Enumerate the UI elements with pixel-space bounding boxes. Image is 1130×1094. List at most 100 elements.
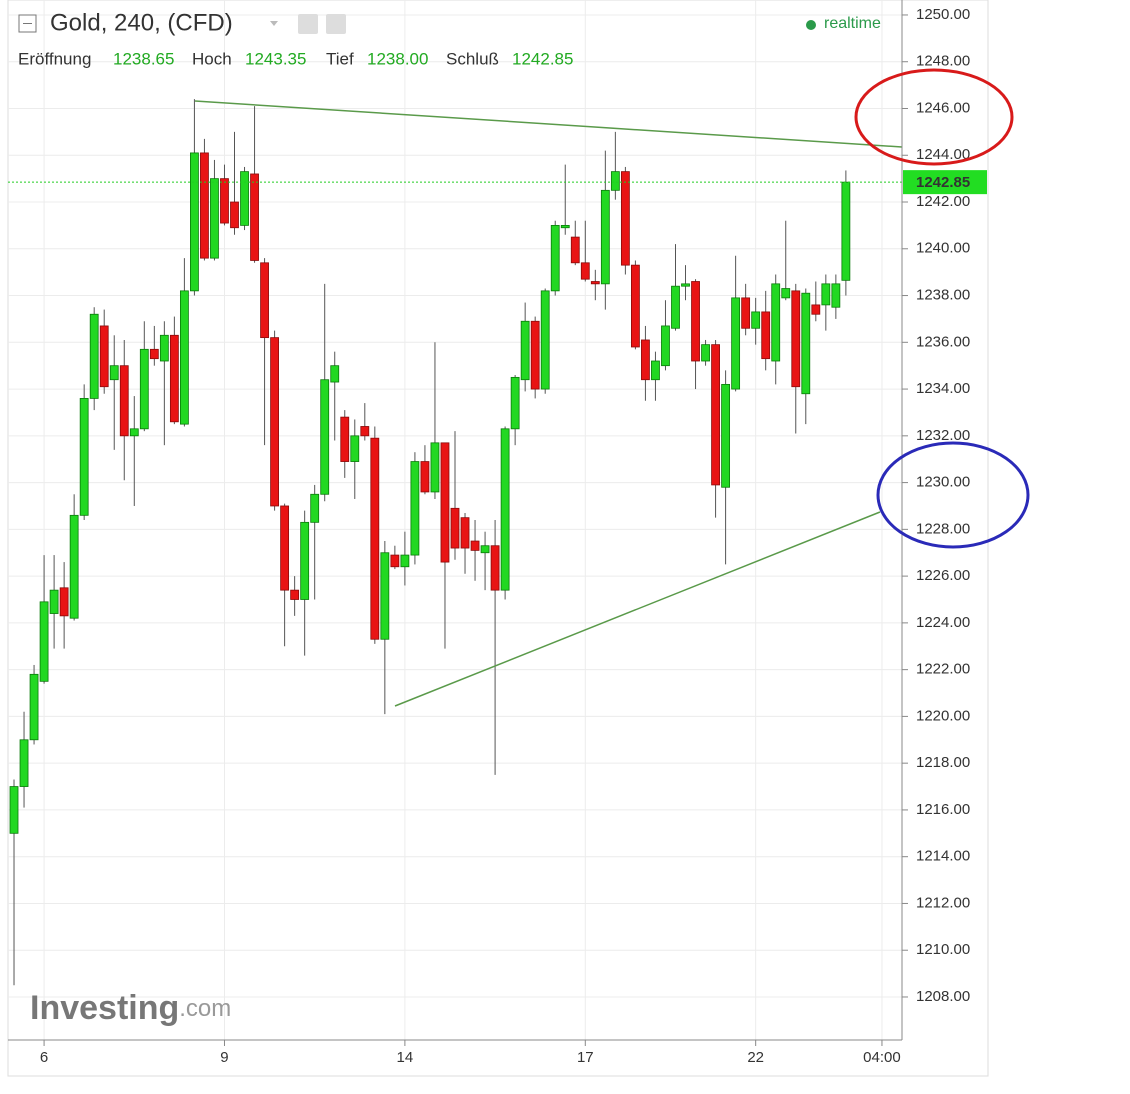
candle-body: [821, 283, 831, 306]
candle-body: [220, 178, 229, 224]
candle-body: [119, 365, 129, 437]
y-tick-label: 1208.00: [916, 988, 970, 1005]
watermark-suffix: .com: [179, 995, 231, 1022]
candle-body: [129, 428, 139, 437]
candle-body: [99, 325, 109, 388]
y-tick-label: 1216.00: [916, 801, 970, 818]
x-tick-label: 04:00: [863, 1049, 901, 1066]
candle-body: [320, 379, 330, 495]
candle-body: [250, 173, 259, 261]
candle-body: [190, 152, 199, 292]
x-tick-label: 9: [220, 1049, 228, 1066]
y-tick-label: 1242.00: [916, 193, 970, 210]
candle-body: [179, 290, 189, 425]
highlight-circle: [876, 441, 1030, 549]
candle-body: [761, 311, 771, 360]
candle-body: [240, 171, 249, 226]
candle-body: [280, 505, 290, 591]
candle-body: [440, 442, 450, 563]
y-tick-label: 1246.00: [916, 99, 970, 116]
y-tick-label: 1248.00: [916, 53, 970, 70]
candle-body: [9, 786, 19, 834]
eye-icon[interactable]: [298, 14, 318, 34]
x-tick-label: 17: [577, 1049, 594, 1066]
ohlc-value: 1243.35: [245, 49, 306, 68]
candle-body: [641, 339, 650, 381]
x-tick-label: 6: [40, 1049, 48, 1066]
candle-body: [200, 152, 209, 259]
candle-body: [580, 262, 590, 280]
x-ticks: 6 9 14 17 22 04:00: [40, 1040, 901, 1066]
y-tick-label: 1230.00: [916, 474, 970, 491]
watermark: Investing.com: [30, 989, 231, 1027]
candle-body: [530, 320, 540, 390]
header: Gold, 240, (CFD) realtime Eröffnung 1238…: [18, 9, 881, 68]
candle-body: [370, 437, 380, 640]
candle-body: [450, 507, 460, 549]
ohlc-value: 1238.00: [367, 49, 428, 68]
candle-body: [480, 545, 490, 554]
candle-body: [500, 428, 510, 591]
chart-title: Gold, 240, (CFD): [50, 9, 233, 36]
y-tick-label: 1226.00: [916, 567, 970, 584]
ohlc-label: Schluß: [446, 49, 499, 68]
status: realtime: [824, 15, 881, 32]
y-tick-label: 1218.00: [916, 754, 970, 771]
candle-body: [270, 337, 279, 507]
y-tick-label: 1240.00: [916, 240, 970, 257]
candle-body: [169, 334, 179, 423]
candle-body: [681, 283, 690, 287]
ohlc-label: Tief: [326, 49, 354, 68]
candle-body: [109, 365, 119, 381]
candle-body: [420, 461, 430, 493]
status-dot: [806, 20, 816, 30]
candle-body: [841, 181, 851, 281]
candle-body: [671, 285, 680, 329]
candle-body: [711, 344, 720, 486]
candle-body: [139, 348, 149, 430]
settings-icon[interactable]: [326, 14, 346, 34]
trendline: [394, 511, 881, 707]
y-tick-label: 1232.00: [916, 427, 970, 444]
last-price-tag: [903, 170, 987, 195]
candle-body: [470, 540, 480, 551]
axes: 1208.00 1210.00 1212.00 1214.00 1216.00 1218.…: [40, 6, 987, 1066]
candle-body: [590, 281, 600, 285]
x-tick-label: 22: [747, 1049, 764, 1066]
candle-body: [300, 521, 310, 600]
candle-body: [79, 398, 89, 516]
y-tick-label: 1210.00: [916, 941, 970, 958]
candle-body: [39, 601, 49, 682]
y-tick-label: 1224.00: [916, 614, 970, 631]
candle-body: [721, 383, 731, 488]
x-tick-label: 14: [397, 1049, 414, 1066]
candle-body: [310, 493, 320, 523]
dropdown-icon[interactable]: [270, 21, 278, 26]
candle-body: [210, 178, 219, 259]
candle-body: [661, 325, 670, 367]
candle-body: [801, 292, 811, 395]
candle-body: [360, 426, 370, 437]
candle-body: [791, 290, 801, 388]
y-tick-label: 1212.00: [916, 894, 970, 911]
y-tick-label: 1244.00: [916, 146, 970, 163]
ohlc-value: 1238.65: [113, 49, 174, 68]
candle-body: [651, 360, 660, 381]
y-tick-label: 1250.00: [916, 6, 970, 23]
candle-body: [350, 435, 360, 462]
candle-body: [751, 311, 761, 329]
candle-body: [69, 514, 79, 619]
candle-body: [570, 236, 580, 264]
highlight-circle: [854, 68, 1014, 166]
y-tick-label: 1236.00: [916, 333, 970, 350]
candle-body: [89, 313, 99, 399]
chart-frame: [7, 0, 989, 1077]
candle-body: [460, 517, 470, 549]
collapse-icon[interactable]: [18, 14, 37, 33]
candle-body: [540, 290, 550, 390]
candle-body: [330, 365, 340, 383]
candle-body: [691, 281, 700, 362]
candle-body: [390, 554, 400, 568]
candle-body: [410, 461, 420, 556]
